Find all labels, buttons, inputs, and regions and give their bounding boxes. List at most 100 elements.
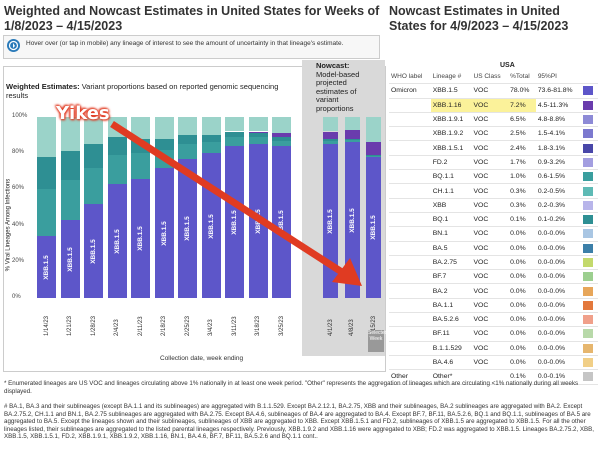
bar-segment-bq-1-1[interactable] — [84, 167, 103, 204]
bar-segment-bq-1[interactable] — [201, 135, 221, 143]
stacked-bar[interactable]: XBB.1.5 — [225, 117, 244, 298]
stacked-bar[interactable]: XBB.1.5 — [366, 117, 381, 298]
bar-segment-bq-1[interactable] — [323, 138, 338, 141]
bar-segment-xbb-1-5[interactable] — [366, 156, 381, 298]
table-row[interactable]: XBB.1.9.2 VOC 2.5% 1.5-4.1% — [389, 126, 598, 142]
bar-segment-xbb-1-5[interactable] — [225, 145, 244, 298]
pct-cell: 0.0% — [508, 341, 536, 356]
bar-segment-bq-1-1[interactable] — [131, 153, 150, 179]
table-row[interactable]: BA.5 VOC 0.0% 0.0-0.0% — [389, 241, 598, 256]
bar-segment-bq-1[interactable] — [60, 151, 80, 181]
table-row[interactable]: BF.7 VOC 0.0% 0.0-0.0% — [389, 269, 598, 285]
table-row[interactable]: CH.1.1 VOC 0.3% 0.2-0.5% — [389, 183, 598, 199]
bar-segment-xbb-1-5[interactable] — [344, 142, 360, 298]
selected-week-badge[interactable]: Selected Week — [368, 330, 387, 352]
table-row[interactable]: XBB.1.9.1 VOC 6.5% 4.8-8.8% — [389, 112, 598, 128]
bar-segment-xbb-1-5[interactable] — [272, 145, 291, 298]
pct-cell: 0.0% — [508, 255, 536, 271]
class-cell: VOC — [471, 312, 509, 328]
table-row[interactable]: BF.11 VOC 0.0% 0.0-0.0% — [389, 326, 598, 342]
bar-segment-bq-1-1[interactable] — [225, 136, 244, 146]
who-cell — [389, 298, 431, 314]
who-cell: Omicron — [389, 83, 431, 99]
bar-segment-other[interactable] — [60, 117, 80, 152]
bar-segment-xbb-1-5[interactable] — [60, 220, 80, 298]
lineage-cell: BQ.1.1 — [430, 169, 472, 185]
bar-segment-bq-1-1[interactable] — [60, 180, 80, 221]
bar-segment-xbb-1-16[interactable] — [248, 131, 268, 134]
bar-segment-other[interactable] — [201, 117, 221, 136]
stacked-bar[interactable]: XBB.1.5 — [107, 117, 127, 298]
table-row[interactable]: BQ.1.1 VOC 1.0% 0.6-1.5% — [389, 169, 598, 185]
bar-segment-xbb-1-5[interactable] — [154, 167, 174, 298]
bar-segment-xbb-1-16[interactable] — [366, 141, 381, 155]
stacked-bar[interactable]: XBB.1.5 — [84, 117, 103, 298]
bar-segment-xbb-1-16[interactable] — [272, 133, 291, 137]
bar-segment-bq-1[interactable] — [225, 131, 244, 137]
bar-segment-other[interactable] — [37, 117, 56, 157]
bar-segment-bq-1-1[interactable] — [272, 140, 291, 146]
bar-segment-bq-1[interactable] — [154, 138, 174, 150]
bar-segment-other[interactable] — [131, 117, 150, 139]
stacked-bar[interactable]: XBB.1.5 — [131, 117, 150, 298]
bar-segment-bq-1-1[interactable] — [323, 140, 338, 145]
stacked-bar[interactable]: XBB.1.5 — [178, 117, 197, 298]
stacked-bar[interactable]: XBB.1.5 — [344, 117, 360, 298]
bar-segment-xbb-1-5[interactable] — [84, 203, 103, 298]
bar-segment-bq-1[interactable] — [84, 144, 103, 168]
bar-segment-xbb-1-5[interactable] — [37, 236, 56, 298]
bar-segment-bq-1-1[interactable] — [107, 155, 127, 184]
bar-segment-other[interactable] — [344, 117, 360, 130]
bar-segment-other[interactable] — [248, 117, 268, 132]
bar-segment-other[interactable] — [272, 117, 291, 134]
stacked-bar[interactable]: XBB.1.5 — [272, 117, 291, 298]
bar-segment-other[interactable] — [84, 117, 103, 145]
table-row[interactable]: BA.4.6 VOC 0.0% 0.0-0.0% — [389, 355, 598, 371]
table-row[interactable]: BA.5.2.6 VOC 0.0% 0.0-0.0% — [389, 312, 598, 328]
table-row[interactable]: BA.2 VOC 0.0% 0.0-0.0% — [389, 283, 598, 299]
bar-segment-other[interactable] — [225, 117, 244, 132]
bar-segment-other[interactable] — [154, 117, 174, 139]
who-cell — [389, 212, 431, 228]
color-swatch-cell — [581, 226, 598, 242]
bar-segment-bq-1[interactable] — [344, 138, 360, 140]
bar-segment-other[interactable] — [178, 117, 197, 136]
table-row[interactable]: XBB.1.16 VOC 7.2% 4.5-11.3% — [389, 98, 598, 113]
bar-segment-bq-1-1[interactable] — [366, 155, 381, 157]
nowcast-title-bold: Nowcast: — [316, 61, 350, 70]
bar-segment-xbb-1-5[interactable] — [178, 158, 197, 298]
color-swatch-cell — [581, 98, 598, 113]
bar-segment-bq-1[interactable] — [178, 135, 197, 145]
table-row[interactable]: BN.1 VOC 0.0% 0.0-0.0% — [389, 226, 598, 242]
table-row[interactable]: XBB.1.5.1 VOC 2.4% 1.8-3.1% — [389, 140, 598, 156]
table-row[interactable]: XBB VOC 0.3% 0.2-0.3% — [389, 198, 598, 213]
bar-segment-xbb-1-16[interactable] — [323, 131, 338, 139]
bar-segment-xbb-1-16[interactable] — [344, 129, 360, 139]
stacked-bar[interactable]: XBB.1.5 — [37, 117, 56, 298]
bar-segment-bq-1[interactable] — [107, 136, 127, 156]
table-row[interactable]: BQ.1 VOC 0.1% 0.1-0.2% — [389, 212, 598, 228]
bar-segment-bq-1-1[interactable] — [37, 189, 56, 237]
bar-segment-bq-1-1[interactable] — [178, 144, 197, 159]
table-row[interactable]: Other Other* 0.1% 0.0-0.1% — [389, 369, 598, 385]
bar-segment-bq-1-1[interactable] — [201, 142, 221, 154]
stacked-bar[interactable]: XBB.1.5 — [60, 117, 80, 298]
bar-segment-bq-1[interactable] — [248, 133, 268, 137]
table-row[interactable]: B.1.1.529 VOC 0.0% 0.0-0.0% — [389, 341, 598, 356]
pi-cell: 0.0-0.0% — [535, 226, 582, 242]
bar-segment-xbb-1-5[interactable] — [107, 183, 127, 298]
who-cell — [389, 269, 431, 285]
bar-segment-other[interactable] — [366, 117, 381, 142]
table-row[interactable]: Omicron XBB.1.5 VOC 78.0% 73.6-81.8% — [389, 83, 598, 99]
bar-segment-bq-1[interactable] — [272, 136, 291, 141]
bar-segment-xbb-1-5[interactable] — [131, 178, 150, 298]
bar-segment-bq-1[interactable] — [37, 156, 56, 190]
lineage-color-swatch — [583, 200, 594, 210]
bar-segment-bq-1-1[interactable] — [344, 139, 360, 143]
bar-segment-other[interactable] — [323, 117, 338, 132]
table-row[interactable]: BA.2.75 VOC 0.0% 0.0-0.0% — [389, 255, 598, 271]
table-row[interactable]: FD.2 VOC 1.7% 0.9-3.2% — [389, 155, 598, 171]
pct-cell: 0.0% — [508, 355, 536, 371]
bar-segment-bq-1-1[interactable] — [248, 136, 268, 145]
table-row[interactable]: BA.1.1 VOC 0.0% 0.0-0.0% — [389, 298, 598, 314]
